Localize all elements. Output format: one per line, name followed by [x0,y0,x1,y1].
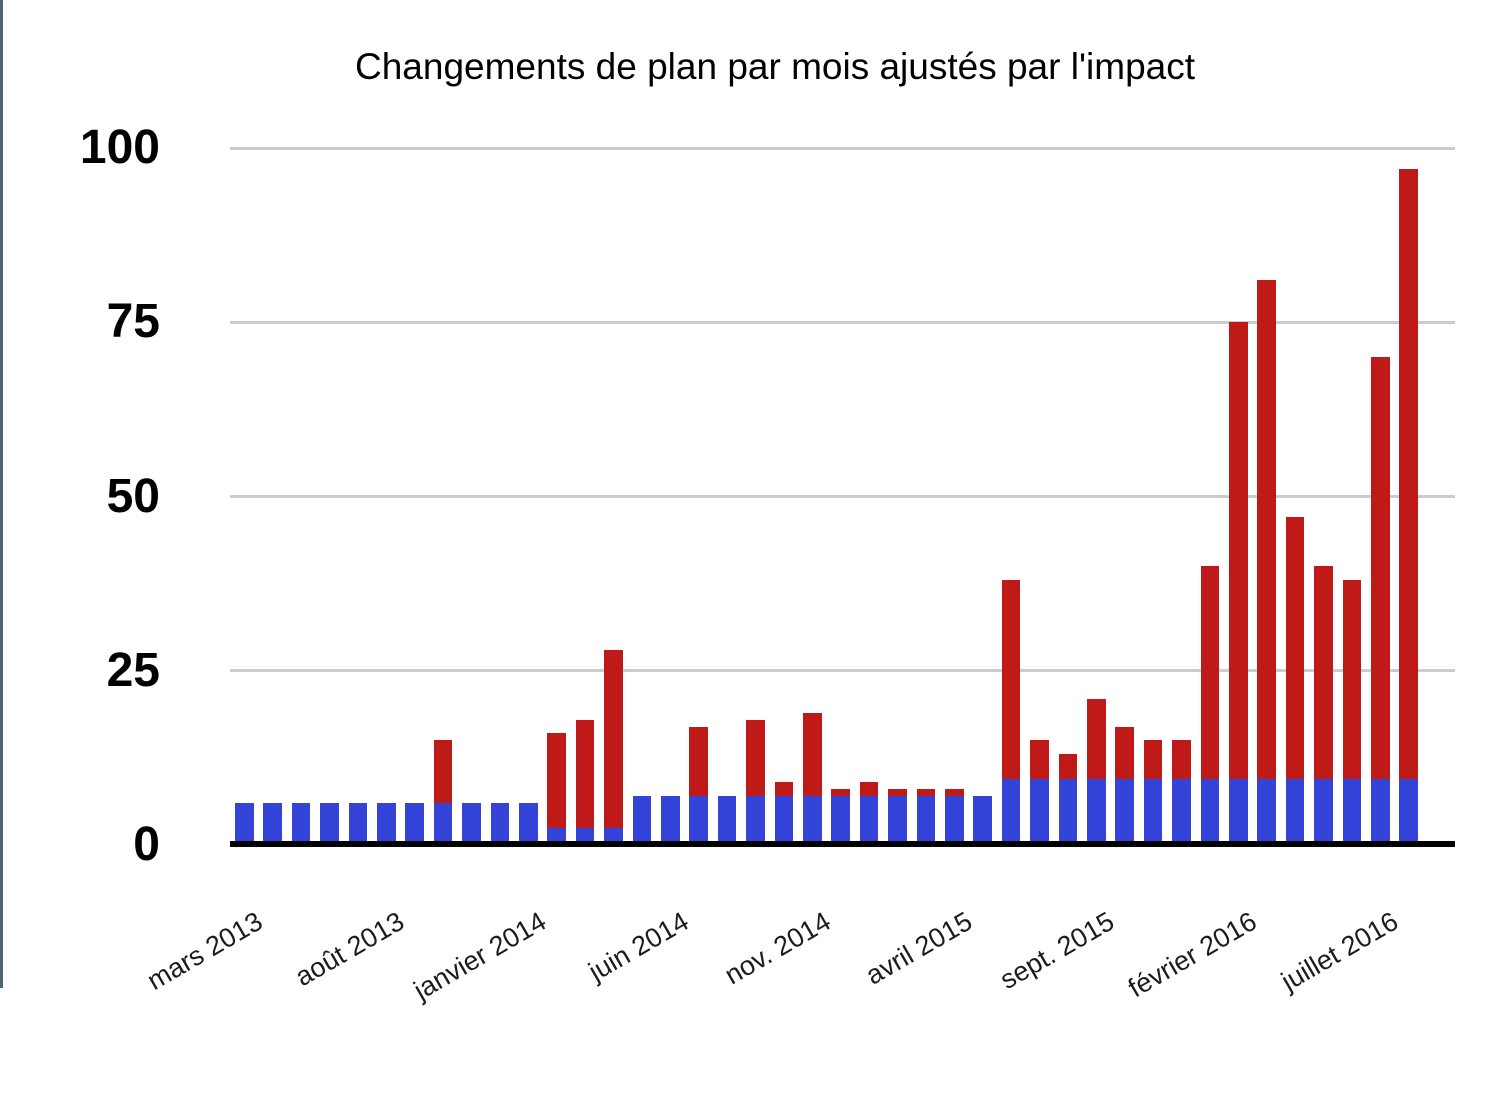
bar-segment-red [1001,580,1021,779]
bar-segment-red [888,789,907,797]
x-tick-label: janvier 2014 [408,906,552,1006]
bar-segment-blue [462,803,481,847]
y-tick-label-50: 50 [106,469,160,523]
bar-segment-red [689,726,708,797]
x-tick-label: août 2013 [290,906,410,993]
bar-segment-blue [519,803,538,847]
bar-segment-blue [377,803,396,847]
bar-segment-red [774,782,794,797]
bar-segment-blue [1229,778,1248,847]
bar-segment-blue [1314,778,1333,847]
bar-segment-red [1371,357,1390,779]
bar-segment-blue [774,796,794,847]
y-tick-label-75: 75 [106,295,160,349]
bar-segment-blue [746,796,765,847]
bar-segment-red [1200,566,1220,779]
bar-segment-blue [717,796,737,847]
bar-segment-red [1058,754,1078,779]
bar-segment-blue [1371,778,1390,847]
bar-segment-red [1342,580,1362,779]
bar-segment-blue [235,803,254,847]
bar-segment-blue [1058,778,1078,847]
bar-segment-blue [1087,778,1106,847]
bar-segment-blue [1200,778,1220,847]
bar-segment-blue [803,796,822,847]
bar-segment-blue [888,796,907,847]
bar-segment-blue [1143,778,1163,847]
bar-segment-red [1143,740,1163,779]
y-tick-label-25: 25 [106,643,160,697]
bar-segment-blue [632,796,652,847]
bar-segment-blue [1115,778,1134,847]
bar-segment-blue [320,803,339,847]
bar-segment-red [831,789,850,797]
gridline-100 [230,146,1455,150]
bar-segment-blue [945,796,964,847]
gridline-25 [230,669,1455,673]
bar-segment-blue [973,796,992,847]
bar-segment-red [575,719,595,828]
x-tick-label: février 2016 [1122,906,1262,1004]
x-tick-label: juin 2014 [583,906,694,987]
gridline-50 [230,495,1455,498]
bar-segment-blue [405,803,424,847]
x-tick-label: juillet 2016 [1276,906,1404,997]
bar-segment-red [1314,566,1333,779]
bar-segment-blue [433,803,453,847]
bar-segment-red [859,782,879,797]
bar-segment-blue [263,803,282,847]
bar-segment-red [604,649,623,828]
y-tick-label-0: 0 [133,818,160,871]
bar-segment-red [433,740,453,804]
x-tick-label: avril 2015 [860,906,978,991]
bar-segment-blue [1285,778,1305,847]
bar-segment-blue [1399,778,1418,847]
bar-segment-red [1257,280,1276,779]
bar-segment-red [1285,517,1305,779]
bar-segment-blue [1257,778,1276,847]
bar-segment-red [1399,168,1418,779]
bar-segment-red [547,733,566,828]
bar-segment-blue [689,796,708,847]
bar-segment-blue [661,796,680,847]
bar-segment-red [1172,740,1191,779]
bar-segment-blue [831,796,850,847]
bar-segment-red [945,789,964,797]
bar-segment-red [1229,322,1248,779]
bar-segment-blue [291,803,311,847]
bar-segment-red [803,712,822,797]
bar-segment-blue [1030,778,1049,847]
gridline-75 [230,320,1455,324]
bar-segment-red [1087,698,1106,779]
bar-segment-blue [916,796,936,847]
bar-segment-red [746,719,765,797]
x-tick-label: nov. 2014 [719,906,836,991]
x-tick-label: mars 2013 [141,906,268,996]
bar-segment-red [916,789,936,797]
bar-segment-blue [1172,778,1191,847]
window-left-border [0,0,3,988]
x-axis-line [230,841,1455,847]
bar-segment-red [1030,740,1049,779]
y-tick-label-100: 100 [79,121,160,174]
bar-segment-blue [859,796,879,847]
bar-segment-red [1115,726,1134,779]
bar-segment-blue [348,803,368,847]
bar-segment-blue [1342,778,1362,847]
bar-segment-blue [490,803,510,847]
bar-segment-blue [1001,778,1021,847]
x-tick-label: sept. 2015 [995,906,1120,996]
chart-title: Changements de plan par mois ajustés par… [355,46,1195,87]
